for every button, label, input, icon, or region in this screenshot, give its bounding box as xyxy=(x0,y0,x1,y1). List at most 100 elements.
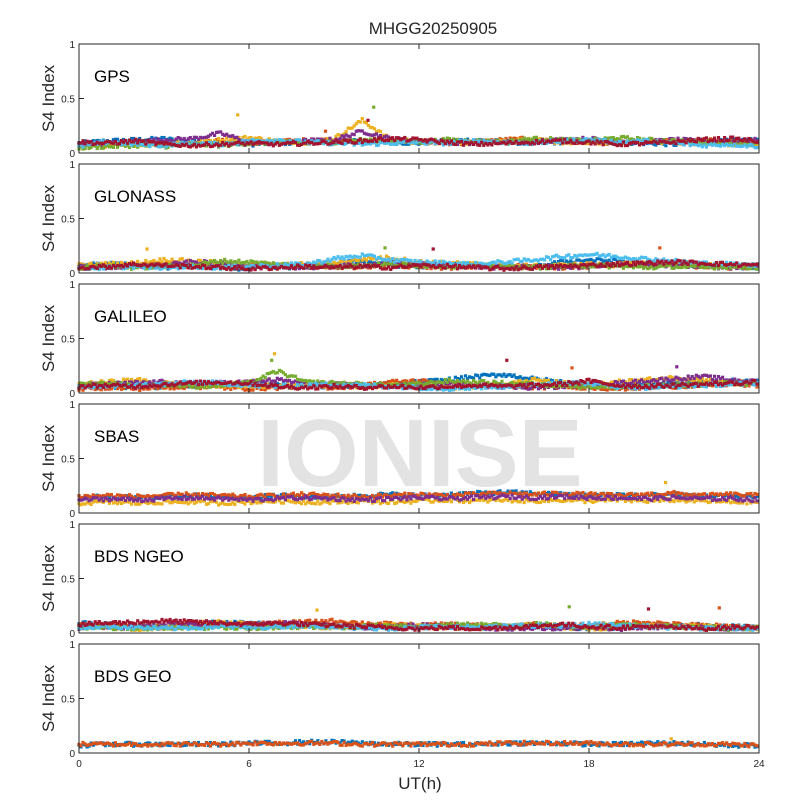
data-point xyxy=(265,266,269,270)
data-point xyxy=(316,139,320,143)
data-point xyxy=(751,262,755,266)
data-point xyxy=(204,267,209,271)
data-point xyxy=(158,145,162,149)
data-point xyxy=(259,260,263,264)
data-point xyxy=(310,262,314,266)
data-point xyxy=(449,139,453,143)
data-point xyxy=(235,267,239,271)
data-point xyxy=(737,144,741,148)
data-point xyxy=(577,253,581,257)
data-point xyxy=(217,141,221,145)
data-point xyxy=(745,142,749,146)
data-point xyxy=(198,266,202,270)
data-point xyxy=(617,139,621,143)
series-sat-7 xyxy=(77,135,759,149)
data-point xyxy=(692,142,696,147)
data-point xyxy=(441,262,445,266)
data-point xyxy=(287,263,292,267)
data-point xyxy=(281,141,285,145)
data-point xyxy=(461,143,466,147)
panel-label: GLONASS xyxy=(94,187,176,206)
data-point xyxy=(508,259,512,264)
data-point xyxy=(91,266,95,270)
data-point xyxy=(296,263,300,267)
data-point xyxy=(136,263,140,267)
data-point xyxy=(472,141,476,145)
data-point xyxy=(316,265,320,269)
data-point xyxy=(239,267,243,271)
data-point xyxy=(508,267,512,271)
data-point xyxy=(601,138,605,142)
data-point xyxy=(123,140,128,144)
data-point xyxy=(318,259,322,263)
data-point xyxy=(401,264,405,269)
data-point xyxy=(431,378,435,382)
data-point xyxy=(322,265,326,269)
data-point xyxy=(352,124,356,128)
data-point xyxy=(741,139,745,143)
data-point xyxy=(190,266,194,270)
data-point xyxy=(370,139,375,143)
data-point xyxy=(281,261,285,265)
data-point xyxy=(362,264,366,268)
data-point xyxy=(419,260,423,264)
data-point xyxy=(322,139,326,143)
data-point xyxy=(119,140,124,145)
data-point xyxy=(538,264,542,268)
data-point xyxy=(664,259,668,263)
data-point xyxy=(548,138,553,142)
data-point xyxy=(99,261,103,265)
data-point xyxy=(447,260,451,265)
data-point xyxy=(721,139,725,143)
data-point xyxy=(666,258,670,263)
data-point xyxy=(652,259,656,263)
data-point xyxy=(666,261,670,265)
data-point xyxy=(413,141,417,145)
data-point xyxy=(320,138,324,142)
data-point xyxy=(587,139,591,143)
data-point xyxy=(516,257,520,261)
data-point xyxy=(148,138,152,142)
data-point xyxy=(435,377,439,381)
data-point xyxy=(229,134,233,138)
data-point xyxy=(524,258,528,262)
data-point xyxy=(176,144,180,148)
data-point xyxy=(338,260,342,264)
data-point xyxy=(429,378,433,382)
data-point xyxy=(200,267,205,271)
data-point xyxy=(196,143,200,147)
data-point xyxy=(686,264,690,268)
data-point xyxy=(346,126,350,130)
data-point xyxy=(334,134,338,138)
data-point xyxy=(89,265,93,269)
data-point xyxy=(633,140,638,144)
data-point xyxy=(532,140,536,144)
data-point xyxy=(599,262,603,266)
data-point xyxy=(751,266,755,271)
data-point xyxy=(312,260,316,264)
data-point xyxy=(447,262,451,267)
data-point xyxy=(255,138,259,143)
data-point xyxy=(281,265,285,270)
data-point xyxy=(354,129,358,133)
data-point xyxy=(219,143,223,147)
data-point xyxy=(202,266,207,270)
data-point xyxy=(530,137,534,141)
data-point xyxy=(374,143,379,147)
data-point xyxy=(664,263,668,267)
data-point xyxy=(211,144,215,148)
data-point xyxy=(346,138,350,142)
data-point xyxy=(229,268,233,272)
data-point xyxy=(314,263,318,267)
data-point xyxy=(504,136,508,141)
data-point xyxy=(538,137,542,141)
data-point xyxy=(113,265,117,269)
data-point xyxy=(631,257,636,261)
data-point xyxy=(518,142,522,146)
data-point xyxy=(627,261,632,265)
data-point xyxy=(559,265,563,269)
data-point xyxy=(397,261,401,266)
data-point xyxy=(403,258,407,262)
data-point xyxy=(352,141,356,145)
data-point xyxy=(81,265,85,269)
